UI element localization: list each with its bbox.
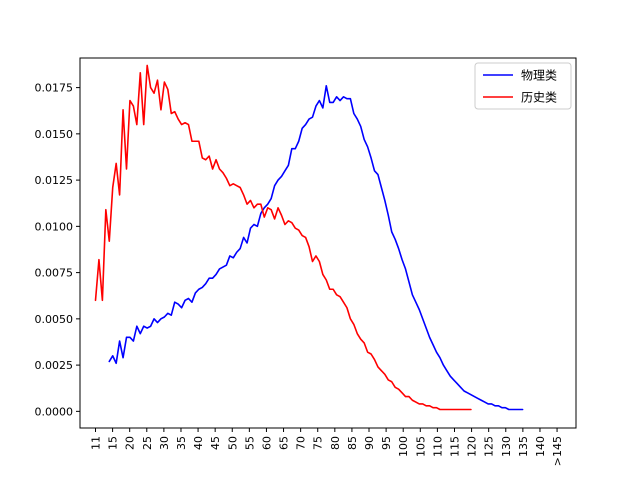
x-tick-label: >145: [551, 436, 564, 466]
y-tick-label: 0.0025: [35, 359, 74, 372]
x-tick-label: 140: [534, 436, 547, 457]
x-tick-label: 45: [209, 436, 222, 450]
x-tick-label: 75: [312, 436, 325, 450]
x-tick-label: 85: [346, 436, 359, 450]
legend-label-physics: 物理类: [521, 69, 557, 83]
x-tick-label: 105: [414, 436, 427, 457]
x-tick-label: 60: [260, 436, 273, 450]
x-tick-label: 80: [329, 436, 342, 450]
legend: 物理类 历史类: [474, 62, 572, 110]
y-tick-label: 0.0150: [35, 128, 74, 141]
x-tick-label: 115: [448, 436, 461, 457]
x-tick-label: 25: [141, 436, 154, 450]
x-tick-label: 30: [158, 436, 171, 450]
x-axis: 11 15 20 25 30 35 40 45 50 55 60 65 70 75 80 85 90 95 100 1…: [90, 428, 564, 466]
x-tick-label: 15: [107, 436, 120, 450]
series-layer: [94, 64, 524, 411]
x-tick-label: 35: [175, 436, 188, 450]
series-line-physics: [108, 84, 524, 411]
x-tick-label: 120: [466, 436, 479, 457]
y-tick-label: 0.0175: [35, 82, 74, 95]
legend-label-history: 历史类: [521, 91, 557, 105]
x-tick-label: 130: [500, 436, 513, 457]
x-tick-label: 55: [243, 436, 256, 450]
x-tick-label: 135: [517, 436, 530, 457]
x-tick-label: 65: [278, 436, 291, 450]
y-tick-label: 0.0125: [35, 174, 74, 187]
x-tick-label: 125: [483, 436, 496, 457]
x-tick-label: 50: [226, 436, 239, 450]
x-tick-label: 40: [192, 436, 205, 450]
y-tick-label: 0.0100: [35, 220, 74, 233]
x-tick-label: 95: [380, 436, 393, 450]
x-tick-label: 20: [124, 436, 137, 450]
plot-frame: [79, 57, 577, 429]
y-tick-label: 0.0000: [35, 405, 74, 418]
x-tick-label: 100: [397, 436, 410, 457]
y-tick-label: 0.0075: [35, 267, 74, 280]
x-tick-label: 110: [431, 436, 444, 457]
y-tick-label: 0.0050: [35, 313, 74, 326]
x-tick-label: 90: [363, 436, 376, 450]
x-tick-label: 70: [295, 436, 308, 450]
x-tick-label: 11: [90, 436, 103, 450]
series-line-history: [94, 64, 472, 411]
y-axis: 0.0000 0.0025 0.0050 0.0075 0.0100 0.0125 0.01…: [35, 82, 80, 418]
